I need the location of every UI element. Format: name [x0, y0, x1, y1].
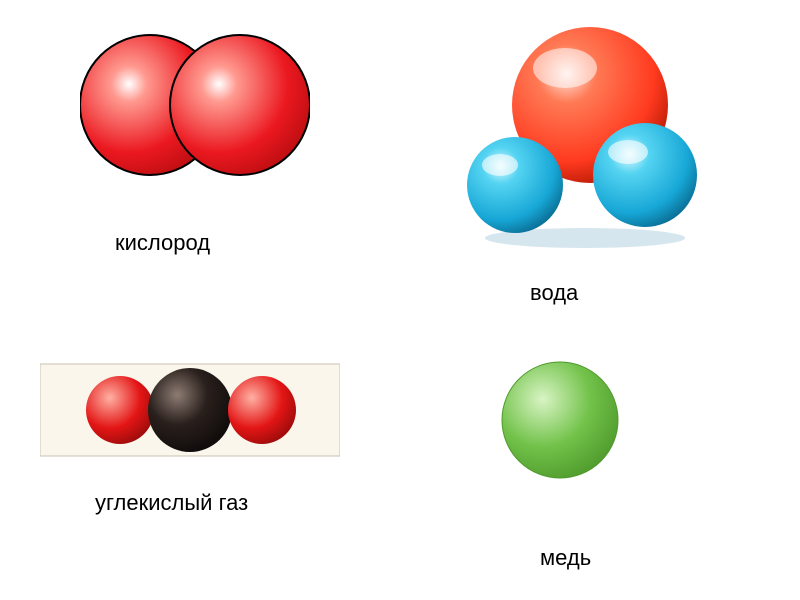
molecule-water: [440, 20, 720, 250]
water-h2: [593, 123, 697, 227]
water-oxygen-gloss: [533, 48, 597, 88]
molecule-oxygen: [80, 30, 310, 180]
copper-svg: [490, 350, 630, 490]
water-h2-gloss: [608, 140, 648, 164]
water-h1: [467, 137, 563, 233]
label-oxygen: кислород: [115, 230, 210, 256]
water-svg: [440, 20, 720, 250]
water-h1-gloss: [482, 154, 518, 176]
co2-c: [148, 368, 232, 452]
molecule-co2: [40, 350, 340, 470]
label-copper: медь: [540, 545, 591, 571]
copper-atom: [502, 362, 618, 478]
oxygen-svg: [80, 30, 310, 180]
co2-svg: [40, 350, 340, 470]
label-co2: углекислый газ: [95, 490, 248, 516]
co2-o2: [228, 376, 296, 444]
label-water: вода: [530, 280, 578, 306]
co2-o1: [86, 376, 154, 444]
diagram-stage: кислород: [0, 0, 800, 600]
oxygen-atom-2: [170, 35, 310, 175]
molecule-copper: [490, 350, 630, 490]
